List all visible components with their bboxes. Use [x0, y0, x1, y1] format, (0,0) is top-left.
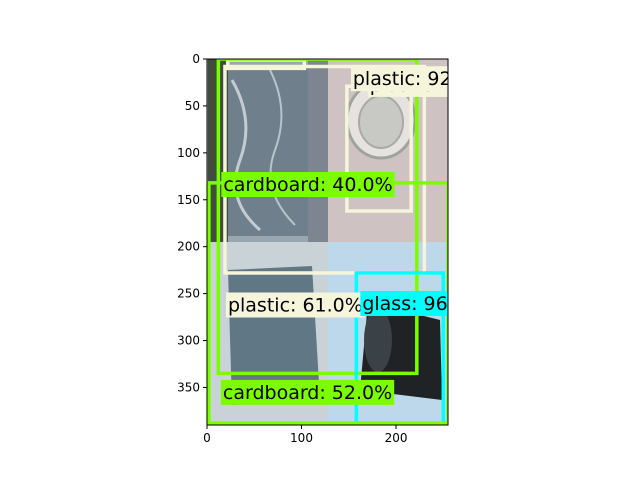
x-tick-label: 200 — [385, 431, 408, 445]
y-tick-label: 300 — [177, 334, 200, 348]
y-tick-label: 350 — [177, 380, 200, 394]
detection-label-bg — [220, 379, 395, 405]
axes-frame — [206, 58, 449, 426]
y-tick-label: 200 — [177, 240, 200, 254]
detection-label: glass: 96 — [362, 293, 447, 315]
y-tick-label: 150 — [177, 193, 200, 207]
detection-label: plastic: 61.0% — [228, 295, 363, 317]
y-tick-label: 50 — [185, 99, 200, 113]
bottle-mouth — [364, 308, 392, 372]
detection-label: plastic: 92.0% — [353, 68, 488, 90]
x-tick-label: 100 — [290, 431, 313, 445]
background-strip — [308, 59, 328, 242]
detection-label: cardboard: 40.0% — [223, 174, 392, 196]
detection-label-group: plastic: 92.0% — [350, 66, 488, 92]
detection-label: cardboard: 52.0% — [223, 382, 392, 404]
x-tick-label: 0 — [203, 431, 211, 445]
y-tick-label: 0 — [192, 52, 200, 66]
detection-box — [354, 271, 446, 425]
detection-label-bg — [221, 172, 395, 197]
bag-crease — [230, 79, 261, 232]
detection-label-group: glass: 96 — [360, 290, 448, 316]
axis-ticks: 0 100 200 0 50 100 150 200 250 300 350 — [177, 52, 407, 445]
bag-body — [228, 66, 308, 236]
detection-label-group: plastic: 61.0% — [225, 292, 365, 318]
detection-label-bg — [225, 292, 365, 318]
y-tick-label: 250 — [177, 287, 200, 301]
y-tick-label: 100 — [177, 146, 200, 160]
detection-box — [216, 59, 419, 376]
detection-label-bg — [350, 66, 448, 92]
bowl-inner — [358, 95, 404, 149]
detection-label-bg — [360, 290, 448, 316]
detection-box — [223, 64, 427, 275]
sample-image — [207, 59, 448, 425]
detection-label-group: cardboard: 40.0% — [221, 172, 395, 197]
bag-crease — [269, 69, 296, 226]
detection-label-group: cardboard: 52.0% — [220, 379, 395, 405]
